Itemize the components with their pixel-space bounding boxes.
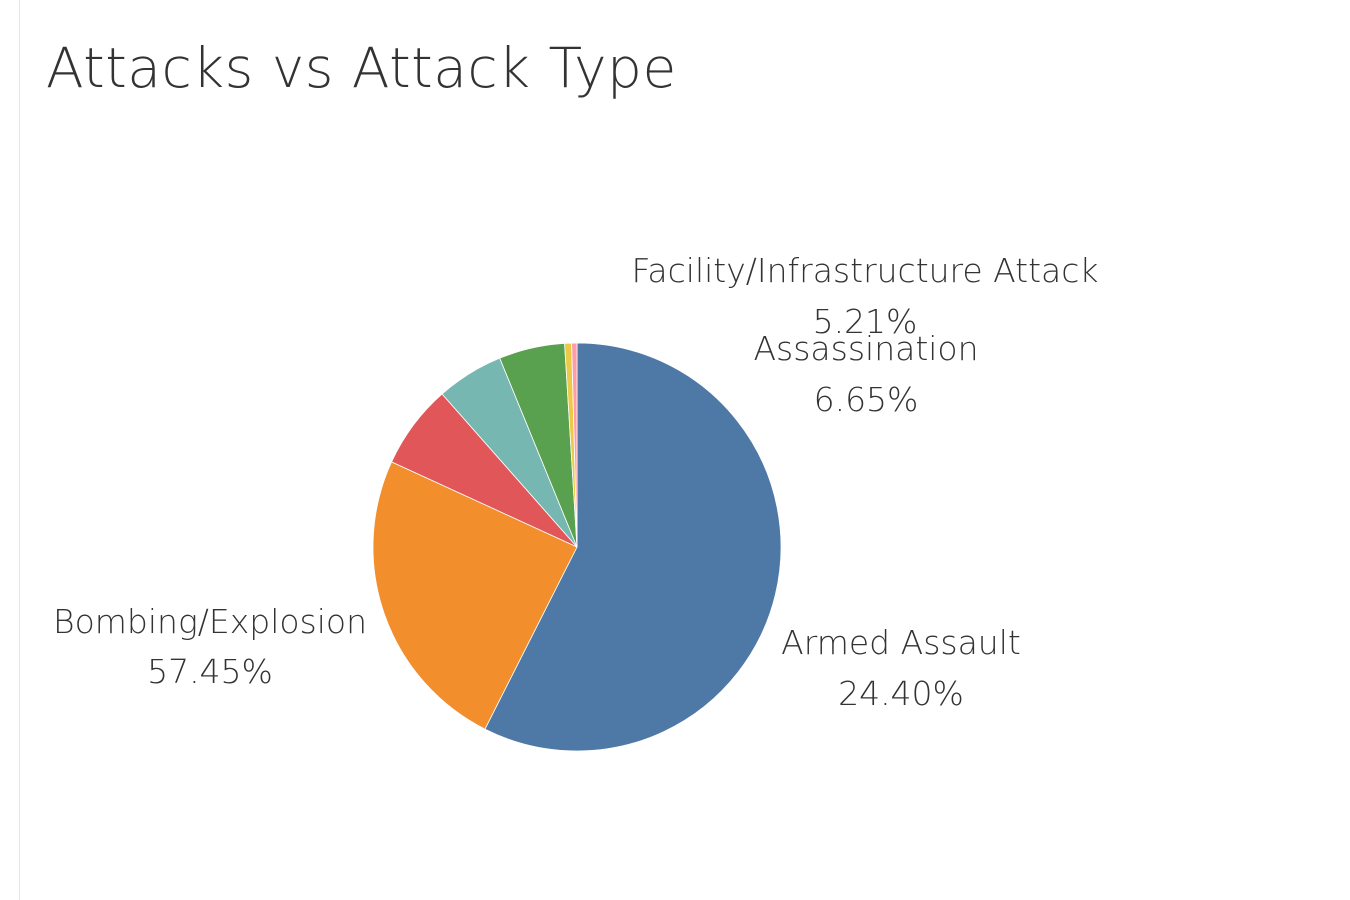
pie-slice-armed-assault[interactable] [372, 461, 578, 730]
label-armed-assault-value: 24.40% [838, 674, 964, 713]
label-facility-name: Facility/Infrastructure Attack [631, 251, 1098, 290]
pie-slices [372, 342, 782, 752]
label-bombing-value: 57.45% [147, 652, 273, 691]
label-bombing: Bombing/Explosion 57.45% [53, 602, 367, 691]
pie-slice-other-6[interactable] [571, 342, 578, 548]
left-divider [19, 0, 20, 900]
pie-slice-bombing-explosion[interactable] [484, 342, 782, 752]
chart-title: Attacks vs Attack Type [46, 36, 677, 100]
label-assassination: Assassination 6.65% [753, 329, 978, 419]
label-assassination-name: Assassination [753, 329, 978, 368]
label-assassination-value: 6.65% [814, 380, 919, 419]
label-facility-value: 5.21% [813, 302, 918, 341]
label-armed-assault: Armed Assault 24.40% [781, 623, 1021, 713]
label-armed-assault-name: Armed Assault [781, 623, 1021, 662]
label-bombing-name: Bombing/Explosion [53, 602, 367, 641]
label-facility: Facility/Infrastructure Attack 5.21% [631, 251, 1098, 341]
